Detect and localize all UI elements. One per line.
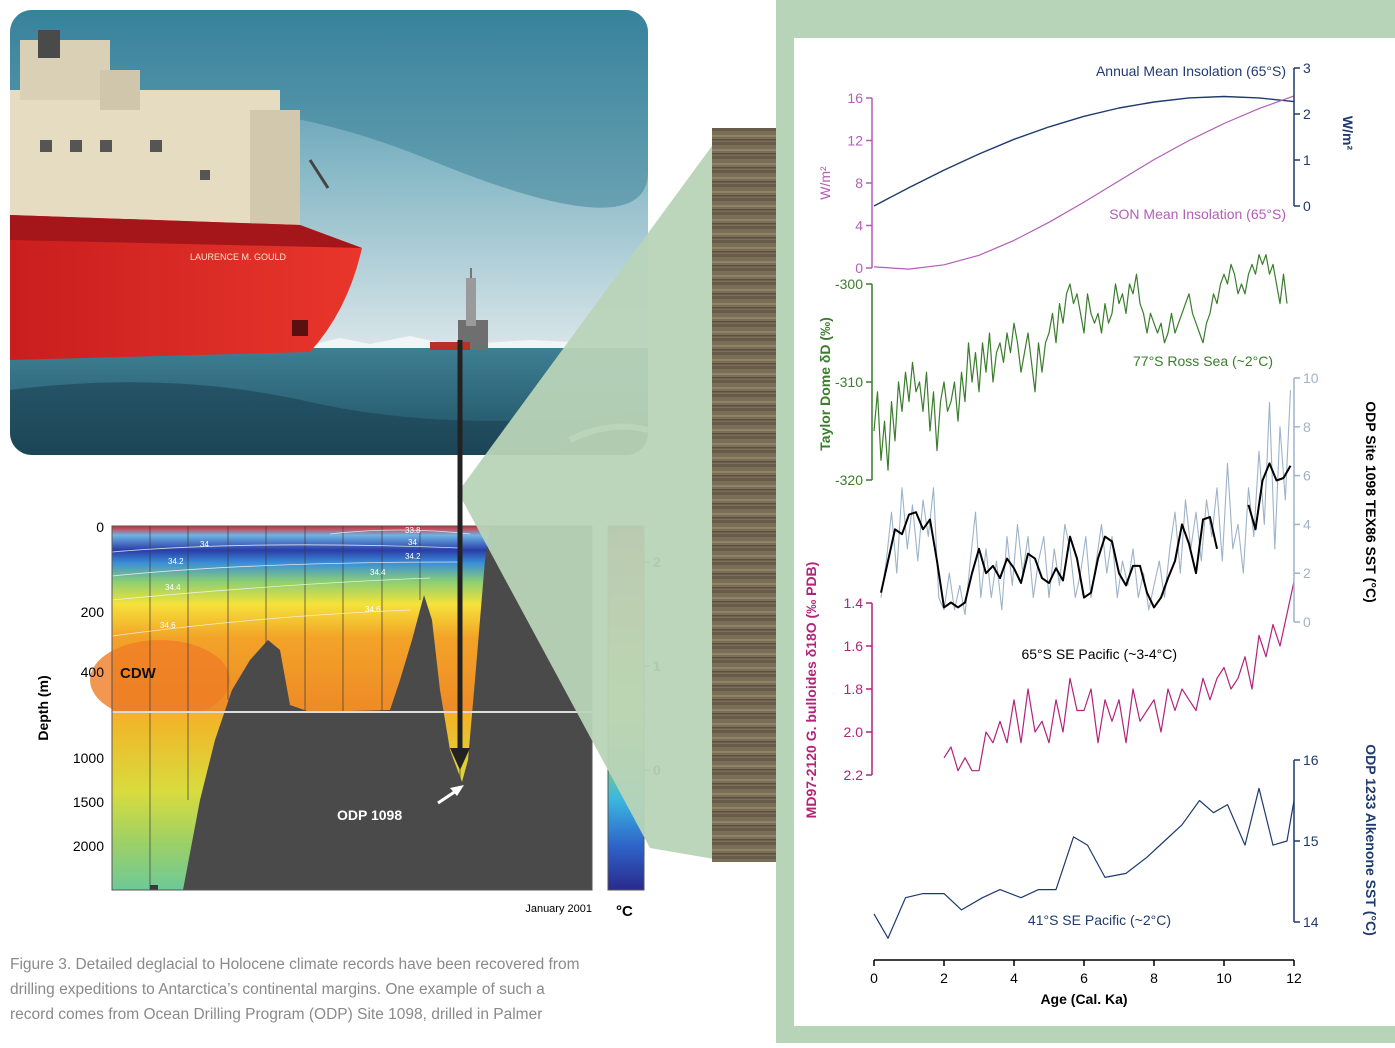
ocean-section-panel: 33.8 34 34 34.2 34.2 34.4 34.4 34.6 34.6… — [0, 500, 700, 920]
y-tick-label-md97-4: 2.2 — [844, 767, 864, 783]
annual-series-label: Annual Mean Insolation (65°S) — [1096, 63, 1286, 79]
y-tick-label-md97-2: 1.8 — [844, 681, 864, 697]
contour-label-9: 34.6 — [365, 605, 381, 614]
colorbar-unit: °C — [616, 903, 633, 920]
contour-labels: 33.8 34 34 34.2 34.2 34.4 34.4 34.6 34.6 — [160, 526, 421, 630]
y-tick-label-son-4: 0 — [855, 260, 863, 276]
y-tick-label-md97-3: 2.0 — [844, 724, 864, 740]
contour-label-4: 34.2 — [168, 557, 184, 566]
y-tick-label-son-1: 12 — [847, 133, 863, 149]
ship-name-text: LAURENCE M. GOULD — [190, 252, 287, 262]
y-tick-label-annual-1: 2 — [1303, 106, 1311, 122]
date-label: January 2001 — [525, 903, 592, 915]
contour-label-6: 34.4 — [165, 583, 181, 592]
series-line-annual — [873, 95, 1295, 207]
y-tick-label-son-2: 8 — [855, 175, 863, 191]
y-tick-label-md97-0: 1.4 — [844, 595, 864, 611]
y-axis-title-md97: MD97-2120 G. bulloides δ18O (‰ PDB) — [803, 562, 819, 819]
y-tick-label-tex_raw-2: 6 — [1303, 468, 1311, 484]
x-tick-label-3: 6 — [1080, 970, 1088, 986]
depth-tick-200: 200 — [81, 604, 105, 620]
contour-label-1: 33.8 — [405, 526, 421, 535]
y-tick-label-tex_raw-0: 10 — [1303, 370, 1319, 386]
depth-tick-1000: 1000 — [73, 750, 104, 766]
x-tick-label-2: 4 — [1010, 970, 1018, 986]
y-tick-label-tex_raw-1: 8 — [1303, 419, 1311, 435]
sediment-core — [712, 128, 778, 862]
depth-tick-400: 400 — [81, 664, 105, 680]
y-tick-label-tex_raw-4: 2 — [1303, 565, 1311, 581]
y-tick-label-annual-0: 3 — [1303, 60, 1311, 76]
son-series-label: SON Mean Insolation (65°S) — [1109, 206, 1286, 222]
y-axis-title-son: W/m² — [817, 166, 833, 200]
y-tick-label-taylor-1: -310 — [835, 374, 863, 390]
contour-label-8: 34.6 — [160, 621, 176, 630]
y-axis-title-annual: W/m² — [1340, 116, 1356, 151]
salinity-contours — [111, 529, 471, 637]
contour-label-7: 34.4 — [370, 568, 386, 577]
y-tick-label-annual-2: 1 — [1303, 152, 1311, 168]
x-axis-label: Age (Cal. Ka) — [1040, 991, 1127, 1007]
odp1098-label: ODP 1098 — [337, 807, 402, 823]
connector-wedges — [450, 135, 720, 860]
series-line-tex_raw — [880, 390, 1292, 616]
figure-caption: Figure 3. Detailed deglacial to Holocene… — [10, 956, 580, 1023]
x-tick-label-4: 8 — [1150, 970, 1158, 986]
tex-series-label: 65°S SE Pacific (~3-4°C) — [1021, 646, 1177, 662]
contour-label-2: 34 — [200, 540, 209, 549]
y-tick-label-annual-3: 0 — [1303, 198, 1311, 214]
y-tick-label-md97-1: 1.6 — [844, 638, 864, 654]
x-tick-label-6: 12 — [1286, 970, 1302, 986]
y-tick-label-tex_raw-3: 4 — [1303, 516, 1311, 532]
depth-tick-1500: 1500 — [73, 794, 104, 810]
cdw-label: CDW — [120, 665, 157, 682]
y-tick-label-taylor-2: -320 — [835, 472, 863, 488]
y-axis-title-tex_raw: ODP Site 1098 TEX86 SST (°C) — [1363, 401, 1379, 602]
y-tick-label-tex_raw-5: 0 — [1303, 614, 1311, 630]
x-tick-label-5: 10 — [1216, 970, 1232, 986]
series-line-md97 — [943, 581, 1295, 772]
climate-records-panel: 3 2 1 0 16 12 8 4 0 -300 -310 -320 10 8 6 4 2 0 1.4 1.6 1.8 2… — [776, 0, 1395, 1043]
series-line-tex_smooth2 — [1247, 462, 1292, 531]
taylor-series-label: 77°S Ross Sea (~2°C) — [1133, 353, 1273, 369]
y-tick-label-taylor-0: -300 — [835, 276, 863, 292]
series-line-tex_smooth — [880, 511, 1218, 609]
series-line-taylor — [873, 254, 1288, 471]
ship-photo: LAURENCE M. GOULD — [10, 10, 648, 455]
x-tick-label-1: 2 — [940, 970, 948, 986]
series-line-son — [873, 95, 1295, 270]
odp1233-series-label: 41°S SE Pacific (~2°C) — [1028, 912, 1171, 928]
y-tick-label-odp1233-0: 16 — [1303, 752, 1319, 768]
contour-label-5: 34.2 — [405, 552, 421, 561]
ship-photo-art: LAURENCE M. GOULD — [10, 10, 648, 455]
contour-label-3: 34 — [408, 538, 417, 547]
y-tick-label-odp1233-2: 14 — [1303, 914, 1319, 930]
depth-tick-2000: 2000 — [73, 838, 104, 854]
seafloor-bathymetry — [183, 526, 592, 890]
x-tick-label-0: 0 — [870, 970, 878, 986]
y-tick-label-odp1233-1: 15 — [1303, 833, 1319, 849]
y-tick-label-son-0: 16 — [847, 90, 863, 106]
depth-tick-0: 0 — [96, 519, 104, 535]
climate-records-chart: 32101612840-300-310-32010864201.41.61.82… — [776, 0, 1395, 1043]
site-arrow-icon — [437, 785, 464, 805]
series-line-odp1233 — [873, 787, 1295, 939]
y-axis-title-odp1233: ODP 1233 Alkenone SST (°C) — [1363, 744, 1379, 936]
y-axis-title-taylor: Taylor Dome δD (‰) — [817, 317, 833, 450]
y-tick-label-son-3: 4 — [855, 218, 863, 234]
depth-axis-label: Depth (m) — [35, 675, 51, 740]
